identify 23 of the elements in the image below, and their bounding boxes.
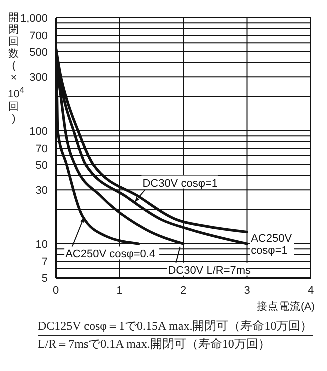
y-tick-label: 10 [36,238,48,251]
text: DC125V cosφ＝1で0.15A max.開閉可（寿命10万回） [38,318,313,336]
x-tick-label: 3 [244,284,250,297]
series-label: AC250V cosφ=1 [251,232,293,257]
x-tick-label: 2 [180,284,187,297]
y-tick-label: 100 [30,126,48,138]
y-tick-label: 70 [36,143,48,156]
y-tick-label: 50 [36,160,48,172]
text: L/R＝7msで0.1A max.開閉可（寿命10万回） [38,336,270,353]
series-label: DC30V cosφ=1 [142,178,218,190]
legend-label: AC250V cosφ=0.4 [66,248,156,261]
y-tick-label: 300 [30,72,48,84]
y-tick-label: 30 [36,184,48,197]
text: DC30V L/R=7ms [168,264,252,277]
y-tick-label: 5 [42,272,48,285]
y-tick-label: 700 [30,30,48,42]
x-tick-label: 1 [116,284,123,297]
x-tick-label: 4 [308,284,314,297]
x-tick-label: 0 [52,284,60,297]
y-tick-label: 1,000 [20,12,48,25]
y-tick-label: 500 [30,46,48,59]
x-axis-title: 接点電流(A) [256,300,316,314]
y-tick-label: 7 [42,256,48,268]
